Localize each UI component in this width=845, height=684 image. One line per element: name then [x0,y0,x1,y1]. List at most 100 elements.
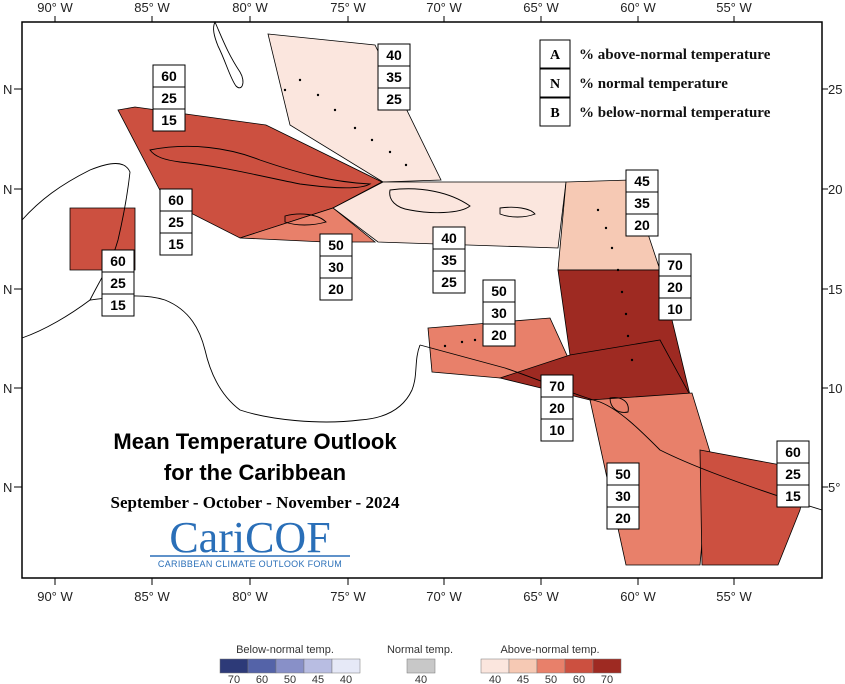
prob-value: 20 [667,279,683,295]
prob-value: 25 [386,91,402,107]
prob-value: 70 [549,378,565,394]
puerto-rico-outline [499,206,536,218]
jamaica-outline [284,213,327,226]
prob-box-cuba: 60 25 15 [152,64,186,132]
caricof-logo: CariCOF CARIBBEAN CLIMATE OUTLOOK FORUM [150,513,350,569]
colorbar-tick: 60 [573,674,585,684]
key-description: % below-normal temperature [579,105,771,121]
prob-value: 10 [549,422,565,438]
prob-value: 15 [110,297,126,313]
lat-label-left: N [3,381,12,396]
prob-value: 50 [491,283,507,299]
prob-value: 60 [168,192,184,208]
prob-cell [482,323,516,347]
colorbar-normal-title: Normal temp. [387,644,453,656]
colorbar-swatch [508,658,538,674]
prob-cell [658,297,692,321]
colorbar-swatch [536,658,566,674]
colorbar-swatch [564,658,594,674]
prob-value: 20 [549,400,565,416]
colorbar-swatch [331,658,361,674]
lat-label-right: 20 [828,182,842,197]
lat-label-right: 10 [828,381,842,396]
cuba-outline [149,145,372,189]
colorbar-swatch [406,658,436,674]
prob-value: 20 [634,217,650,233]
lon-label-top: 85° W [134,0,170,15]
prob-value: 35 [441,252,457,268]
yucatan-coastline [21,163,131,339]
latitude-labels-right: 25 20 15 10 5° [822,82,842,495]
prob-value: 20 [615,510,631,526]
island-dots [283,78,634,362]
lat-label-right: 15 [828,282,842,297]
lon-label-top: 60° W [620,0,656,15]
colorbar-tick: 50 [284,674,296,684]
colorbar-swatch [480,658,510,674]
prob-value: 25 [168,214,184,230]
prob-value: 60 [110,253,126,269]
logo-tagline: CARIBBEAN CLIMATE OUTLOOK FORUM [158,559,342,569]
key-letter-box [539,68,571,98]
prob-box-leeward: 45 35 20 [625,169,659,237]
colorbar-swatch [592,658,622,674]
prob-value: 25 [161,90,177,106]
logo-wordmark: CariCOF [169,513,330,562]
longitude-labels-top: 90° W 85° W 80° W 75° W 70° W 65° W 60° W 55° W [37,0,752,22]
colorbar-tick: 45 [312,674,324,684]
prob-box-hispaniola: 40 35 25 [432,226,466,294]
lon-label-bottom: 75° W [330,589,366,604]
south-america-coastline [419,344,823,511]
colorbar-tick: 45 [517,674,529,684]
prob-value: 15 [785,488,801,504]
prob-box-jamaica: 50 30 20 [319,233,353,301]
colorbar-normal: 40 [406,658,436,684]
title-line-1: Mean Temperature Outlook [113,429,397,454]
title-line-3: September - October - November - 2024 [111,493,400,512]
prob-cell [625,213,659,237]
prob-cell [319,277,353,301]
lon-label-bottom: 70° W [426,589,462,604]
lon-label-bottom: 80° W [232,589,268,604]
colorbar-swatch [247,658,277,674]
prob-cell [377,87,411,111]
prob-box-bahamas: 40 35 25 [377,43,411,111]
prob-box-guyana: 50 30 20 [606,462,640,530]
prob-cell [776,484,810,508]
lat-label-right: 5° [828,480,840,495]
colorbar-swatch [303,658,333,674]
prob-cell [101,293,135,317]
key-letter-box [539,39,571,69]
hispaniola-outline [389,188,471,214]
lat-label-left: N [3,182,12,197]
lat-label-right: 25 [828,82,842,97]
prob-value: 70 [667,257,683,273]
key-letter: B [550,106,559,121]
prob-value: 40 [386,47,402,63]
prob-box-suriname: 60 25 15 [776,440,810,508]
colorbar-swatch [275,658,305,674]
prob-value: 35 [634,195,650,211]
prob-box-abc: 50 30 20 [482,279,516,347]
florida-coastline [213,20,244,89]
prob-value: 25 [785,466,801,482]
prob-value: 35 [386,69,402,85]
prob-cell [159,232,193,256]
prob-value: 30 [328,259,344,275]
prob-value: 30 [491,305,507,321]
lon-label-top: 75° W [330,0,366,15]
prob-value: 45 [634,173,650,189]
colorbar-swatch [219,658,249,674]
prob-value: 30 [615,488,631,504]
prob-value: 25 [441,274,457,290]
colorbar-above-title: Above-normal temp. [500,644,599,656]
key-description: % normal temperature [579,76,728,92]
lon-label-top: 65° W [523,0,559,15]
prob-value: 40 [441,230,457,246]
lon-label-top: 90° W [37,0,73,15]
prob-value: 25 [110,275,126,291]
latitude-labels-left: N N N N N [3,82,22,495]
coastlines [21,20,823,511]
colorbar-tick: 40 [340,674,352,684]
lon-label-top: 55° W [716,0,752,15]
